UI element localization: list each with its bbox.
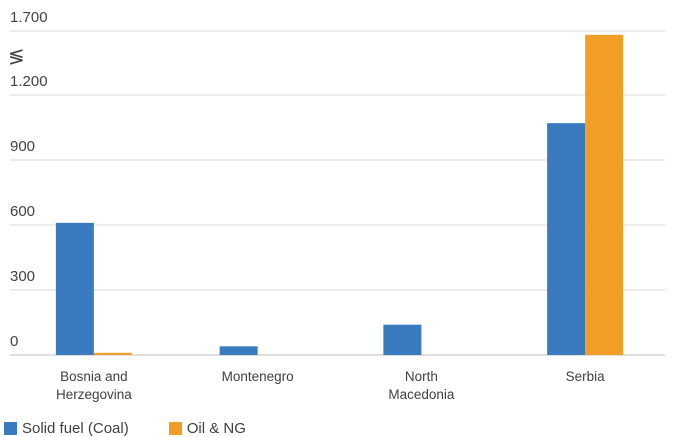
- category-label: North Macedonia: [388, 369, 455, 402]
- bar-solid-fuel-3: [547, 123, 586, 356]
- bars: [55, 34, 624, 356]
- y-tick-label: 0: [10, 333, 18, 350]
- category-label-line: North: [405, 369, 438, 384]
- category-label: Montenegro: [222, 369, 294, 384]
- category-label-line: Macedonia: [388, 387, 455, 402]
- category-label: Bosnia and Herzegovina: [56, 369, 132, 402]
- y-axis-tick-labels: 0 300 600 900 1.200 1.700: [10, 9, 48, 350]
- legend-swatch-oil-ng: [168, 422, 182, 435]
- y-tick-label: 1.700: [10, 9, 48, 26]
- bar-oil-ng-3: [585, 34, 624, 356]
- y-tick-label: 1.200: [10, 73, 48, 90]
- y-tick-label: 600: [10, 203, 35, 220]
- category-label-line: Montenegro: [222, 369, 294, 384]
- legend-item-oil-ng: Oil & NG: [168, 420, 246, 437]
- x-axis-category-labels: Bosnia and Herzegovina Montenegro North Mace…: [56, 369, 605, 402]
- y-tick-label: 300: [10, 268, 35, 285]
- category-label-line: Serbia: [566, 369, 606, 384]
- legend-item-solid-fuel: Solid fuel (Coal): [4, 420, 129, 437]
- bar-oil-ng-0: [93, 352, 132, 355]
- y-tick-label: 900: [10, 138, 35, 155]
- legend-label-oil-ng: Oil & NG: [186, 420, 246, 437]
- legend-label-solid-fuel: Solid fuel (Coal): [22, 420, 129, 437]
- axis-break-mark: ≶: [8, 44, 25, 68]
- bar-solid-fuel-0: [55, 222, 94, 355]
- bar-solid-fuel-1: [219, 346, 258, 355]
- bar-solid-fuel-2: [383, 324, 422, 355]
- category-label: Serbia: [566, 369, 606, 384]
- legend-swatch-solid-fuel: [4, 422, 17, 435]
- legend: Solid fuel (Coal) Oil & NG: [4, 420, 286, 437]
- category-label-line: Herzegovina: [56, 387, 132, 402]
- category-label-line: Bosnia and: [60, 369, 128, 384]
